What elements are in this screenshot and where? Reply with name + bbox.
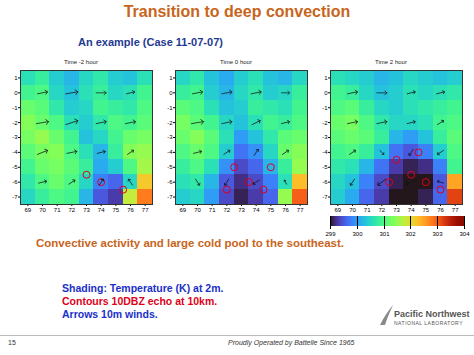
- svg-text:70: 70: [349, 207, 356, 213]
- svg-text:-7: -7: [167, 194, 173, 200]
- svg-text:-1: -1: [322, 105, 328, 111]
- html-text:Arrows 10m winds.: Arrows 10m winds.: [62, 308, 158, 320]
- svg-text:-1: -1: [12, 105, 18, 111]
- svg-text:-7: -7: [322, 194, 328, 200]
- svg-text:-2: -2: [167, 120, 173, 126]
- svg-text:74: 74: [98, 207, 105, 213]
- svg-text:75: 75: [422, 207, 429, 213]
- svg-text:-5: -5: [12, 164, 18, 170]
- svg-text:75: 75: [267, 207, 274, 213]
- svg-text:301: 301: [379, 231, 390, 237]
- html-text:Convective activity and large: Convective activity and large cold pool …: [36, 237, 344, 249]
- svg-text:69: 69: [334, 207, 341, 213]
- svg-text:-3: -3: [167, 134, 173, 140]
- html-text:Pacific Northwest: Pacific Northwest: [394, 309, 470, 319]
- svg-text:77: 77: [297, 207, 304, 213]
- svg-text:1: 1: [14, 75, 18, 81]
- svg-text:71: 71: [364, 207, 371, 213]
- svg-text:-1: -1: [167, 105, 173, 111]
- svg-text:-2: -2: [322, 120, 328, 126]
- svg-text:0: 0: [14, 90, 18, 96]
- svg-text:-2: -2: [12, 120, 18, 126]
- html-text:Contours 10DBZ echo at 10km.: Contours 10DBZ echo at 10km.: [62, 295, 218, 307]
- svg-text:77: 77: [142, 207, 149, 213]
- svg-text:-7: -7: [12, 194, 18, 200]
- svg-text:72: 72: [378, 207, 385, 213]
- svg-text:-5: -5: [322, 164, 328, 170]
- html-text:Proudly Operated by Battelle S: Proudly Operated by Battelle Since 1965: [228, 339, 355, 346]
- html-text:15: 15: [8, 339, 16, 346]
- svg-text:75: 75: [112, 207, 119, 213]
- html-text:An example (Case 11-07-07): An example (Case 11-07-07): [78, 36, 223, 48]
- svg-text:-6: -6: [12, 179, 18, 185]
- html-text:Time 2 hour: Time 2 hour: [375, 59, 407, 65]
- svg-text:299: 299: [325, 231, 336, 237]
- svg-text:77: 77: [452, 207, 459, 213]
- svg-text:74: 74: [408, 207, 415, 213]
- html-text:NATIONAL LABORATORY: NATIONAL LABORATORY: [394, 320, 463, 326]
- svg-text:69: 69: [179, 207, 186, 213]
- svg-text:-5: -5: [167, 164, 173, 170]
- svg-text:0: 0: [169, 90, 173, 96]
- svg-text:69: 69: [24, 207, 31, 213]
- svg-text:70: 70: [39, 207, 46, 213]
- svg-text:73: 73: [238, 207, 245, 213]
- svg-text:302: 302: [405, 231, 416, 237]
- svg-text:71: 71: [209, 207, 216, 213]
- svg-text:1: 1: [324, 75, 328, 81]
- svg-text:72: 72: [223, 207, 230, 213]
- svg-text:0: 0: [324, 90, 328, 96]
- svg-text:74: 74: [253, 207, 260, 213]
- html-text:Time -2 hour: Time -2 hour: [64, 59, 98, 65]
- svg-text:76: 76: [437, 207, 444, 213]
- html-text:Shading: Temperature (K) at 2m: Shading: Temperature (K) at 2m.: [62, 282, 224, 294]
- svg-text:303: 303: [432, 231, 443, 237]
- svg-text:-4: -4: [12, 149, 18, 155]
- svg-text:300: 300: [352, 231, 363, 237]
- svg-text:-3: -3: [322, 134, 328, 140]
- svg-text:-4: -4: [167, 149, 173, 155]
- svg-text:1: 1: [169, 75, 173, 81]
- svg-text:70: 70: [194, 207, 201, 213]
- svg-text:76: 76: [282, 207, 289, 213]
- svg-text:73: 73: [83, 207, 90, 213]
- html-text:Transition to deep convection: Transition to deep convection: [123, 3, 351, 20]
- svg-text:-4: -4: [322, 149, 328, 155]
- svg-text:-3: -3: [12, 134, 18, 140]
- svg-text:304: 304: [459, 231, 470, 237]
- svg-text:73: 73: [393, 207, 400, 213]
- html-text:Time 0 hour: Time 0 hour: [220, 59, 252, 65]
- svg-text:-6: -6: [322, 179, 328, 185]
- svg-text:71: 71: [54, 207, 61, 213]
- svg-text:76: 76: [127, 207, 134, 213]
- svg-text:72: 72: [68, 207, 75, 213]
- svg-text:-6: -6: [167, 179, 173, 185]
